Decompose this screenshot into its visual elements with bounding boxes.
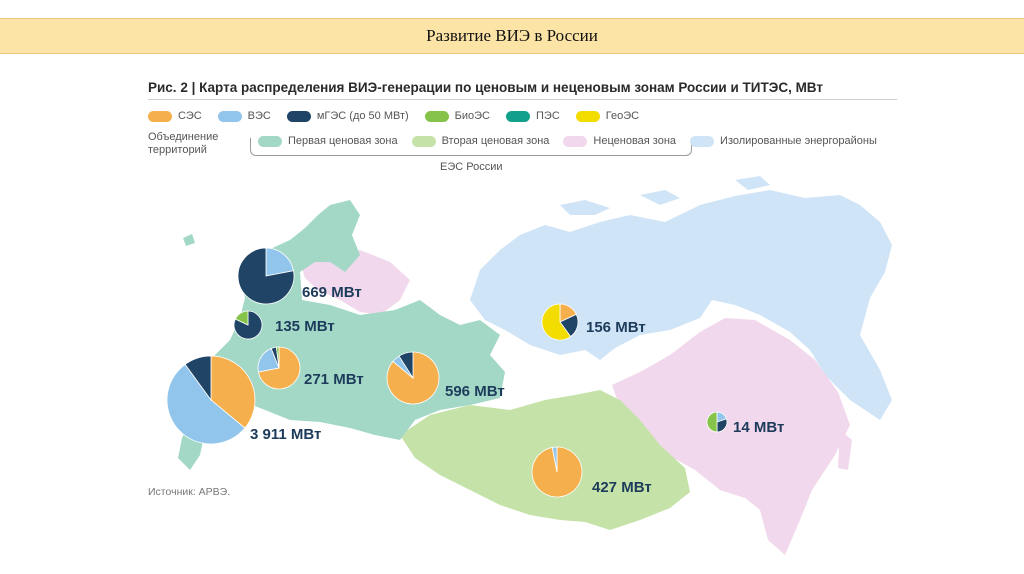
zone-non-price-sakhalin [838,430,852,470]
slide-header: Развитие ВИЭ в России [0,18,1024,54]
legend-item-mges: мГЭС (до 50 МВт) [286,110,409,122]
legend-item-pes: ПЭС [506,110,560,122]
zone-swatch [563,135,588,147]
figure-divider [148,99,897,100]
region-value-label: 669 МВт [302,284,362,301]
legend-item-zone4: Изолированные энергорайоны [690,135,877,147]
pie-slice [706,411,718,433]
legend-swatch [217,110,242,122]
legend-item-ses: СЭС [148,110,202,122]
ees-bracket [250,138,692,156]
zone-isolated-north [470,190,892,420]
zone-non-price-west [300,250,410,315]
legend-label: Вторая ценовая зона [441,135,550,147]
legend-label: БиоЭС [454,110,491,122]
region-value-label: 271 МВт [304,371,364,388]
pie-slice [210,355,256,429]
zone-swatch [411,135,436,147]
region-pie: 427 МВт [531,446,652,498]
legend-item-zone2: Вторая ценовая зона [411,135,550,147]
ees-label: ЕЭС России [440,161,503,173]
pie-slice [541,303,572,341]
region-pie: 3 911 МВт [166,355,321,445]
pie-slice [398,351,414,380]
legend-item-zone3: Неценовая зона [563,135,676,147]
zone-non-price-east [612,318,850,555]
legend-item-geoes: ГеоЭС [575,110,640,122]
figure-source: Источник: АРВЭ. [148,486,231,498]
legend-label: мГЭС (до 50 МВт) [316,110,409,122]
legend-label: ПЭС [536,110,560,122]
legend-swatch [286,110,311,122]
region-value-label: 156 МВт [586,319,646,336]
pie-slice [551,446,558,473]
legend-item-ves: ВЭС [217,110,271,122]
pie-slice [184,355,212,402]
slide-title: Развитие ВИЭ в России [426,26,598,45]
region-value-label: 596 МВт [445,383,505,400]
region-value-label: 14 МВт [733,419,784,436]
legend-swatch [148,110,172,122]
legend-types: СЭС ВЭС мГЭС (до 50 МВт) БиоЭС ПЭС ГеоЭС [148,110,655,122]
pie-slice [166,363,246,445]
figure-title: Рис. 2 | Карта распределения ВИЭ-генерац… [148,80,823,95]
pie-slice [265,247,294,277]
zone-swatch [258,135,282,147]
legend-label: Первая ценовая зона [288,135,398,147]
pie-slice [233,310,263,340]
union-label: Объединение территорий [148,131,219,156]
region-pie: 669 МВт [237,247,362,305]
region-value-label: 135 МВт [275,318,335,335]
pie-slice [275,346,280,369]
zone-swatch [690,135,715,147]
pie-layer: 669 МВт 135 МВт 271 МВт 596 МВт 3 911 МВт 156… [166,247,784,498]
region-pie: 156 МВт [541,303,646,341]
zone-exclave [183,234,195,246]
legend-swatch [506,110,531,122]
region-value-label: 427 МВт [592,479,652,496]
region-pie: 135 МВт [233,310,335,340]
legend-label: Неценовая зона [593,135,677,147]
legend-item-zone1: Первая ценовая зона [258,135,398,147]
legend-swatch [575,110,600,122]
zone-isolated-islands [560,176,770,215]
region-pie: 14 МВт [706,411,784,436]
legend-label: ВЭС [247,110,271,122]
legend-zones: Первая ценовая зона Вторая ценовая зона … [258,135,891,147]
legend-item-bioes: БиоЭС [424,110,491,122]
legend-label: ГеоЭС [605,110,640,122]
pie-slice [234,310,249,326]
region-pie: 271 МВт [257,346,364,390]
legend-label: Изолированные энергорайоны [720,135,877,147]
region-value-label: 3 911 МВт [250,426,321,443]
legend-swatch [424,110,449,122]
region-pie: 596 МВт [386,351,505,405]
legend-label: СЭС [178,110,202,122]
pie-slice [237,247,295,305]
